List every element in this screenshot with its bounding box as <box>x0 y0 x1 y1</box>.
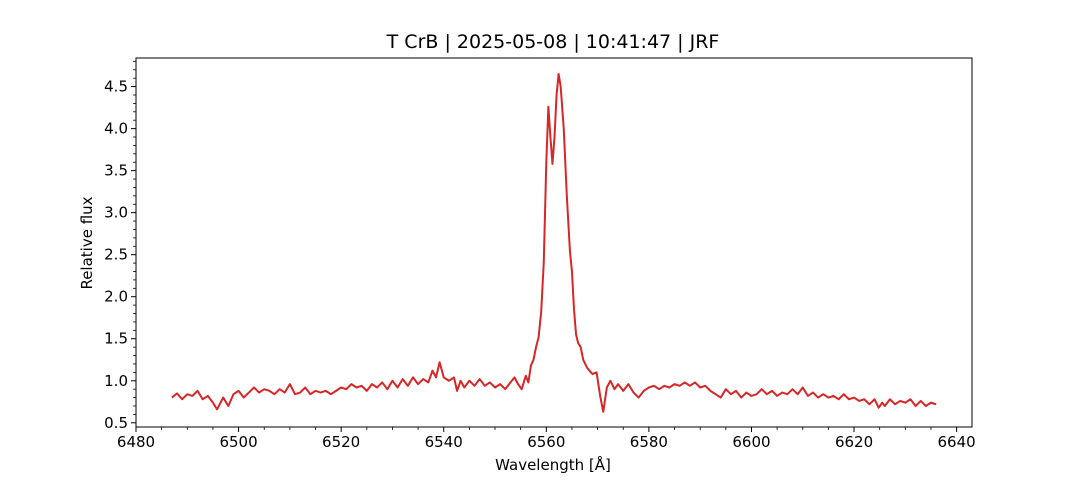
axes-frame <box>135 57 973 428</box>
x-tick-label: 6600 <box>732 433 770 451</box>
series-line-0 <box>171 72 937 413</box>
y-tick-label: 4.0 <box>104 120 128 138</box>
x-tick-label: 6500 <box>219 433 257 451</box>
y-tick-label: 3.0 <box>104 204 128 222</box>
x-tick-label: 6620 <box>835 433 873 451</box>
plot-area <box>171 72 937 413</box>
x-tick-label: 6480 <box>117 433 155 451</box>
y-tick-label: 1.0 <box>104 372 128 390</box>
y-axis-label: Relative flux <box>78 196 96 289</box>
x-tick-label: 6640 <box>938 433 976 451</box>
ticks: 6480 6500 6520 6540 6560 6580 6600 6620 6640 0.5 1… <box>104 60 976 451</box>
x-tick-label: 6580 <box>630 433 668 451</box>
y-tick-label: 4.5 <box>104 78 128 96</box>
x-tick-label: 6540 <box>425 433 463 451</box>
chart-title: T CrB | 2025-05-08 | 10:41:47 | JRF <box>386 31 720 53</box>
y-tick-label: 2.0 <box>104 288 128 306</box>
x-tick-label: 6520 <box>322 433 360 451</box>
y-tick-label: 2.5 <box>104 246 128 264</box>
x-tick-label: 6560 <box>527 433 565 451</box>
y-tick-label: 0.5 <box>104 414 128 432</box>
y-tick-label: 3.5 <box>104 162 128 180</box>
x-axis-label: Wavelength [Å] <box>495 455 611 474</box>
y-tick-label: 1.5 <box>104 330 128 348</box>
